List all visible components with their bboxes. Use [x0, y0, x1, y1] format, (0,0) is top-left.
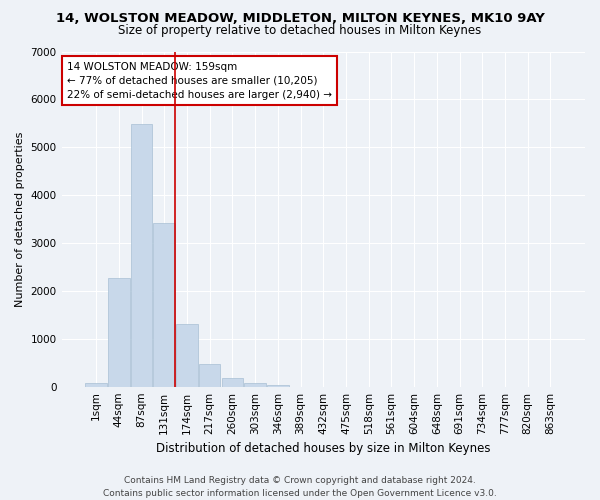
Bar [154, 223, 175, 386]
Bar [108, 278, 130, 386]
Bar [176, 324, 198, 386]
Text: 14 WOLSTON MEADOW: 159sqm
← 77% of detached houses are smaller (10,205)
22% of s: 14 WOLSTON MEADOW: 159sqm ← 77% of detac… [67, 62, 332, 100]
Text: Size of property relative to detached houses in Milton Keynes: Size of property relative to detached ho… [118, 24, 482, 37]
Bar [221, 378, 243, 386]
Bar [267, 385, 289, 386]
Bar [244, 383, 266, 386]
Text: Contains HM Land Registry data © Crown copyright and database right 2024.
Contai: Contains HM Land Registry data © Crown c… [103, 476, 497, 498]
Y-axis label: Number of detached properties: Number of detached properties [15, 132, 25, 307]
Bar [85, 383, 107, 386]
Text: 14, WOLSTON MEADOW, MIDDLETON, MILTON KEYNES, MK10 9AY: 14, WOLSTON MEADOW, MIDDLETON, MILTON KE… [56, 12, 544, 26]
Bar [131, 124, 152, 386]
Bar [199, 364, 220, 386]
X-axis label: Distribution of detached houses by size in Milton Keynes: Distribution of detached houses by size … [156, 442, 491, 455]
